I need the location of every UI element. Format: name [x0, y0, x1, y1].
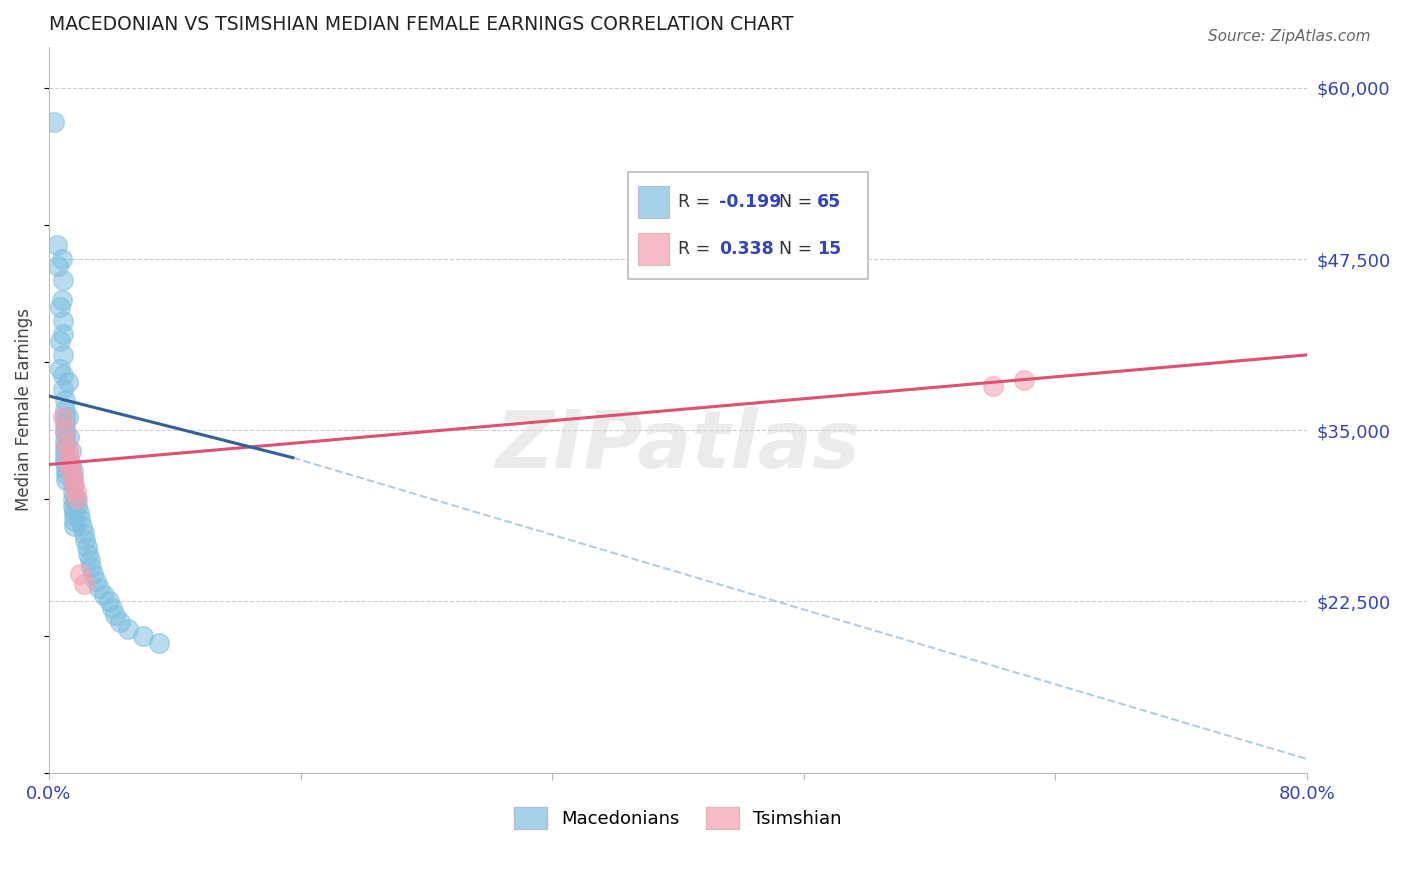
Point	[63, 508, 86, 523]
Text: MACEDONIAN VS TSIMSHIAN MEDIAN FEMALE EARNINGS CORRELATION CHART: MACEDONIAN VS TSIMSHIAN MEDIAN FEMALE EA…	[49, 15, 793, 34]
Point	[52, 272, 75, 286]
Text: ZIPatlas: ZIPatlas	[495, 407, 860, 485]
Point	[58, 450, 80, 465]
Point	[52, 382, 75, 396]
Point	[62, 491, 84, 506]
Point	[148, 635, 170, 649]
Point	[53, 425, 76, 440]
Point	[62, 471, 84, 485]
Point	[104, 608, 127, 623]
Point	[77, 547, 100, 561]
Point	[55, 437, 77, 451]
Point	[55, 461, 77, 475]
Point	[53, 423, 76, 437]
Point	[69, 567, 91, 582]
Point	[53, 393, 76, 408]
Point	[49, 361, 72, 376]
Point	[48, 259, 70, 273]
Point	[70, 519, 93, 533]
Point	[58, 458, 80, 472]
Point	[53, 423, 76, 437]
Point	[63, 519, 86, 533]
Point	[52, 327, 75, 342]
Text: R =: R =	[678, 193, 716, 211]
Point	[76, 540, 98, 554]
Point	[59, 443, 82, 458]
Point	[52, 368, 75, 383]
Text: N =: N =	[779, 193, 818, 211]
Legend: Macedonians, Tsimshian: Macedonians, Tsimshian	[506, 800, 849, 837]
Point	[53, 456, 76, 470]
Point	[53, 445, 76, 459]
Point	[56, 409, 79, 424]
Point	[63, 478, 86, 492]
Point	[56, 376, 79, 390]
Point	[62, 471, 84, 485]
Point	[53, 402, 76, 417]
Point	[52, 313, 75, 327]
Point	[93, 588, 115, 602]
Point	[67, 505, 90, 519]
Point	[132, 629, 155, 643]
Point	[62, 484, 84, 499]
Point	[97, 594, 120, 608]
FancyBboxPatch shape	[637, 186, 669, 218]
Point	[69, 512, 91, 526]
Point	[80, 560, 103, 574]
Point	[981, 379, 1004, 393]
Point	[65, 491, 87, 506]
Point	[53, 434, 76, 449]
Point	[59, 458, 82, 472]
FancyBboxPatch shape	[637, 233, 669, 265]
Point	[51, 293, 73, 307]
Point	[55, 473, 77, 487]
Point	[62, 499, 84, 513]
Point	[51, 252, 73, 266]
Point	[108, 615, 131, 629]
Point	[66, 499, 89, 513]
Point	[53, 409, 76, 424]
Point	[52, 409, 75, 424]
Point	[58, 430, 80, 444]
Point	[53, 450, 76, 465]
Point	[84, 574, 107, 588]
Point	[101, 601, 124, 615]
Point	[82, 567, 104, 582]
Point	[62, 478, 84, 492]
Point	[79, 553, 101, 567]
Point	[75, 533, 97, 547]
Point	[66, 491, 89, 506]
Point	[56, 443, 79, 458]
FancyBboxPatch shape	[628, 172, 868, 278]
Y-axis label: Median Female Earnings: Median Female Earnings	[15, 309, 32, 511]
Point	[62, 464, 84, 478]
Point	[59, 464, 82, 478]
Point	[63, 502, 86, 516]
Text: R =: R =	[678, 240, 716, 258]
Text: -0.199: -0.199	[718, 193, 782, 211]
Point	[72, 576, 94, 591]
Point	[72, 526, 94, 541]
Text: Source: ZipAtlas.com: Source: ZipAtlas.com	[1208, 29, 1371, 44]
Text: N =: N =	[779, 240, 818, 258]
Point	[42, 115, 65, 129]
Point	[53, 440, 76, 454]
Point	[52, 348, 75, 362]
Point	[55, 467, 77, 481]
Point	[1012, 373, 1035, 387]
Text: 0.338: 0.338	[718, 240, 773, 258]
Point	[53, 417, 76, 431]
Point	[65, 484, 87, 499]
Text: 15: 15	[817, 240, 842, 258]
Point	[49, 334, 72, 349]
Point	[89, 581, 111, 595]
Point	[45, 238, 67, 252]
Text: 65: 65	[817, 193, 842, 211]
Point	[49, 300, 72, 314]
Point	[63, 514, 86, 528]
Point	[117, 622, 139, 636]
